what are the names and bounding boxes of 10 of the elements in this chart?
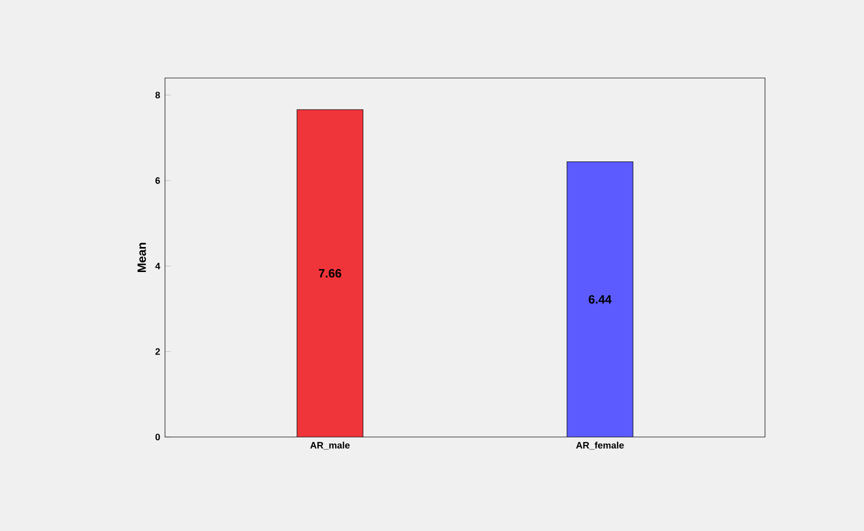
y-axis-title: Mean [138, 242, 146, 272]
x-tick-label: AR_female [576, 442, 624, 450]
y-tick-label: 4 [155, 262, 160, 270]
y-tick-label: 6 [155, 177, 160, 184]
x-tick-label: AR_male [310, 442, 350, 450]
data-label: 6.44 [588, 295, 612, 304]
y-tick-label: 2 [155, 348, 160, 355]
y-tick-label: 0 [155, 434, 160, 440]
data-label: 7.66 [318, 269, 342, 278]
y-tick-label: 8 [155, 92, 160, 98]
